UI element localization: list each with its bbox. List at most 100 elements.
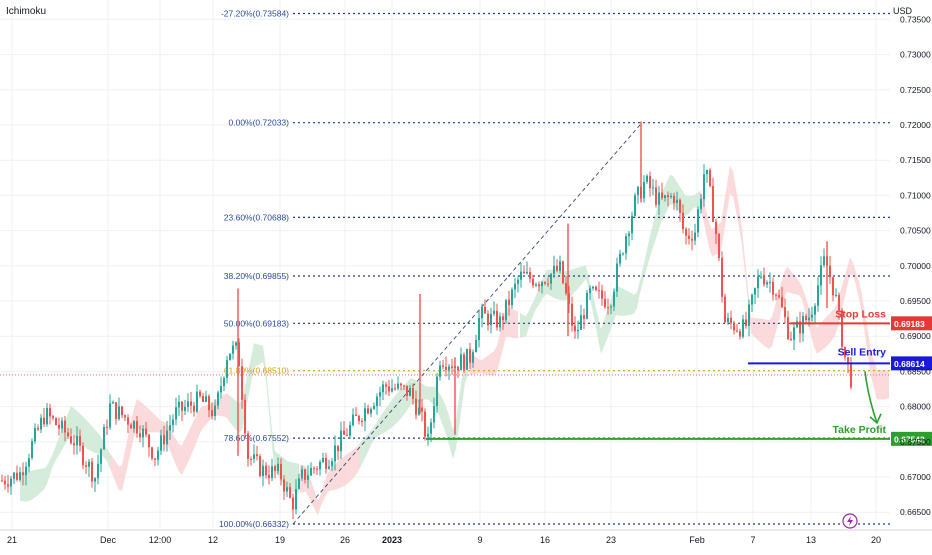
candle-body xyxy=(709,169,711,187)
candle-body xyxy=(832,277,834,296)
candle-body xyxy=(181,401,183,411)
candle-body xyxy=(226,360,228,378)
indicator-label[interactable]: Ichimoku xyxy=(6,6,47,17)
y-tick-label: 0.71500 xyxy=(900,155,931,165)
candle-body xyxy=(838,294,840,311)
candle-body xyxy=(40,417,42,430)
candle-body xyxy=(355,414,357,416)
candle-body xyxy=(748,304,750,326)
candle-body xyxy=(25,466,27,476)
lightning-icon[interactable] xyxy=(842,513,858,529)
candle-body xyxy=(763,276,765,285)
candle-body xyxy=(658,192,660,205)
candle-body xyxy=(772,281,774,295)
candle-body xyxy=(196,391,198,412)
candle-body xyxy=(304,469,306,480)
candle-body xyxy=(172,419,174,426)
axes: 0.66500 0.67000 0.67500 0.68000 0.68500 0.690… xyxy=(0,14,932,545)
candle-body xyxy=(313,467,315,469)
candle-body xyxy=(622,253,624,255)
candle-body xyxy=(184,406,186,411)
candle-body xyxy=(787,317,789,339)
candle-body xyxy=(391,388,393,392)
candle-body xyxy=(163,435,165,445)
sell-entry-label: Sell Entry xyxy=(838,346,887,358)
candle-body xyxy=(715,221,717,235)
x-tick-label: 23 xyxy=(606,535,616,545)
candle-body xyxy=(145,428,147,435)
candle-body xyxy=(811,314,813,318)
candle-body xyxy=(418,407,420,415)
candle-body xyxy=(700,199,702,210)
candle-body xyxy=(493,310,495,314)
fibonacci-retracement: -27.20%(0.73584) 0.00%(0.72033) 23.60%(0.7… xyxy=(0,8,890,529)
candle-body xyxy=(325,457,327,469)
candle-body xyxy=(52,416,54,419)
candle-body xyxy=(259,456,261,477)
candle-body xyxy=(844,346,846,358)
candle-body xyxy=(784,307,786,318)
take-profit-price-tag[interactable] xyxy=(891,431,932,446)
candle-body xyxy=(376,396,378,407)
candle-body xyxy=(718,234,720,258)
candle-body xyxy=(817,285,819,306)
candle-body xyxy=(106,426,108,428)
candle-body xyxy=(649,175,651,189)
candle-body xyxy=(4,480,6,485)
fib-level-label: 100.00%(0.66332) xyxy=(219,519,289,529)
candle-body xyxy=(760,276,762,278)
candle-body xyxy=(292,497,294,510)
cloud-segment xyxy=(520,175,700,354)
candle-body xyxy=(721,257,723,297)
candle-body xyxy=(568,293,570,304)
candle-body xyxy=(589,288,591,293)
candle-body xyxy=(349,425,351,436)
x-tick-label: 20 xyxy=(871,535,881,545)
grid xyxy=(0,0,890,530)
stop-loss-price-tag[interactable] xyxy=(891,316,932,331)
cloud-segment xyxy=(470,306,518,376)
y-tick-label: 0.72000 xyxy=(900,120,931,130)
candle-body xyxy=(328,466,330,469)
lightning-icon-bolt[interactable] xyxy=(847,516,853,526)
sell-entry-price-tag[interactable] xyxy=(891,356,932,371)
candle-body xyxy=(334,445,336,462)
candle-body xyxy=(274,466,276,471)
x-tick-label: 9 xyxy=(477,535,482,545)
candle-body xyxy=(94,478,96,482)
candle-body xyxy=(427,433,429,437)
candle-body xyxy=(463,354,465,370)
candle-body xyxy=(31,441,33,459)
candle-body xyxy=(430,422,432,434)
candle-body xyxy=(820,265,822,286)
x-tick-label: 7 xyxy=(750,535,755,545)
candle-body xyxy=(319,462,321,470)
candle-body xyxy=(34,428,36,442)
candle-body xyxy=(523,271,525,274)
candle-body xyxy=(592,286,594,289)
candle-body xyxy=(301,469,303,479)
candle-body xyxy=(37,428,39,430)
candle-body xyxy=(352,414,354,426)
candle-body xyxy=(397,383,399,389)
candle-body xyxy=(769,281,771,283)
candle-body xyxy=(244,399,246,434)
candle-body xyxy=(571,303,573,326)
candle-body xyxy=(70,436,72,444)
candle-body xyxy=(556,265,558,271)
candle-body xyxy=(757,276,759,289)
candle-body xyxy=(535,284,537,286)
candle-body xyxy=(382,384,384,393)
candle-body xyxy=(502,316,504,321)
candle-body xyxy=(298,478,300,489)
candle-body xyxy=(469,348,471,363)
candle-body xyxy=(850,364,852,388)
candle-body xyxy=(403,385,405,387)
y-tick-label: 0.68000 xyxy=(900,402,931,412)
candle-body xyxy=(109,403,111,428)
candle-body xyxy=(661,192,663,199)
y-tick-label: 0.73000 xyxy=(900,50,931,60)
candle-body xyxy=(562,261,564,284)
